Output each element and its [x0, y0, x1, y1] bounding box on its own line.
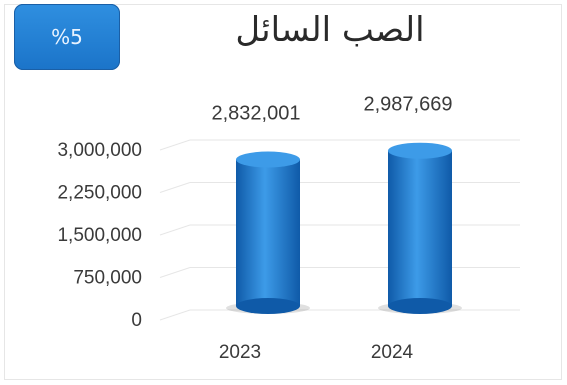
data-label-1: 2,987,669: [364, 94, 453, 116]
percent-badge: %5: [14, 4, 120, 70]
bar-top-0: [236, 151, 300, 168]
gridline-back-2: [159, 224, 191, 236]
gridline-back-0: [159, 309, 191, 321]
bar-body-1: [388, 150, 452, 306]
bar-top-1: [388, 142, 452, 159]
bar-bottom-1: [388, 298, 452, 314]
bar-bottom-0: [236, 298, 300, 314]
y-tick-label-0: 0: [131, 310, 142, 331]
data-label-0: 2,832,001: [212, 103, 301, 125]
bar-body-0: [236, 159, 300, 306]
y-tick-label-2: 1,500,000: [57, 225, 142, 246]
y-tick-label-3: 2,250,000: [57, 183, 142, 204]
y-tick-label-4: 3,000,000: [57, 140, 142, 161]
percent-badge-text: %5: [51, 25, 83, 49]
chart-title: الصب السائل: [235, 10, 425, 50]
gridline-back-3: [159, 182, 191, 193]
y-tick-label-1: 750,000: [73, 268, 142, 289]
x-category-label-1: 2024: [371, 342, 414, 363]
gridline-back-4: [159, 139, 191, 151]
gridline-back-1: [159, 267, 191, 278]
x-category-label-0: 2023: [219, 342, 261, 363]
